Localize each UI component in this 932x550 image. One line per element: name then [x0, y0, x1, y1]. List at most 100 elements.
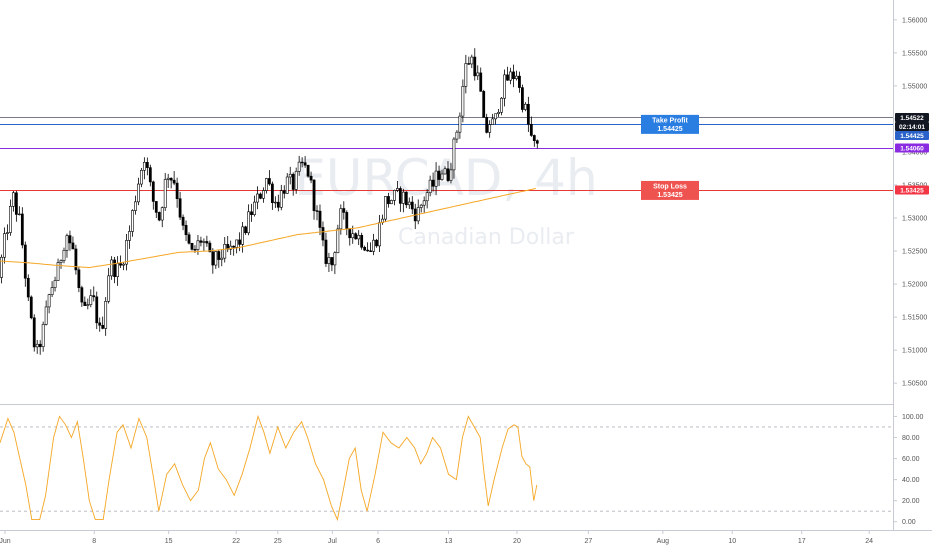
- price-label: 02:14:01: [895, 121, 929, 131]
- candle-body: [270, 183, 274, 204]
- candle-body: [89, 295, 93, 305]
- horizontal-lines: [0, 117, 893, 191]
- candle-body: [235, 239, 239, 248]
- oscillator-tick-label: 80.00: [902, 435, 920, 442]
- candle: [14, 190, 18, 222]
- candle-body: [68, 235, 72, 244]
- candle: [62, 247, 66, 264]
- candle: [134, 195, 137, 215]
- candle: [262, 187, 265, 203]
- candle-body: [77, 269, 81, 288]
- candle-body: [369, 250, 372, 252]
- candle: [324, 232, 328, 267]
- candle: [59, 259, 63, 269]
- candle: [494, 113, 498, 125]
- candle-body: [529, 123, 533, 136]
- candle: [333, 251, 337, 275]
- candle-body: [128, 231, 131, 241]
- candle: [29, 295, 33, 320]
- candle-body: [443, 168, 447, 175]
- candle-body: [464, 63, 468, 87]
- candle-body: [92, 295, 96, 298]
- candle-body: [434, 170, 438, 187]
- candle-body: [95, 296, 99, 324]
- candle-body: [137, 183, 140, 203]
- candle: [384, 196, 387, 222]
- candle: [312, 179, 316, 220]
- candle-body: [398, 188, 402, 204]
- candle: [273, 196, 277, 208]
- candle-body: [512, 71, 515, 80]
- candle: [211, 248, 215, 274]
- candle: [50, 281, 54, 298]
- candle: [205, 235, 209, 247]
- candle: [74, 244, 78, 275]
- candle-body: [202, 241, 206, 243]
- price-tick-label: 1.52000: [902, 282, 927, 289]
- candle-body: [375, 239, 378, 247]
- candle-body: [265, 178, 268, 191]
- candle-body: [145, 162, 149, 168]
- candle-body: [393, 190, 396, 201]
- candle: [532, 134, 536, 147]
- price-label-box: [895, 185, 929, 195]
- time-tick-label: 8: [92, 538, 96, 545]
- candle-body: [297, 161, 301, 172]
- candle: [77, 267, 81, 293]
- time-axis[interactable]: Jun 8 15 22 25 Jul 6 13 20 27 Aug 10 17 24: [0, 530, 873, 545]
- candle: [282, 185, 286, 199]
- candle: [476, 65, 480, 81]
- candle: [446, 161, 450, 183]
- candle-body: [428, 179, 432, 194]
- candle: [470, 54, 474, 69]
- candle-body: [285, 176, 289, 194]
- candle-body: [354, 233, 358, 240]
- candle-body: [279, 190, 283, 208]
- candle-body: [330, 257, 334, 266]
- candle-body: [491, 118, 495, 125]
- price-tick-label: 1.51000: [902, 348, 927, 355]
- candle-body: [122, 263, 125, 266]
- candle: [404, 191, 408, 209]
- candle: [431, 172, 435, 192]
- candle: [32, 314, 36, 352]
- candle-body: [59, 260, 63, 263]
- candle-body: [521, 87, 524, 110]
- candle-body: [348, 228, 352, 239]
- candle: [53, 276, 57, 292]
- price-label: 1.54425: [895, 130, 929, 140]
- candle-body: [65, 235, 69, 251]
- candle: [107, 267, 111, 304]
- stop-loss-label[interactable]: Stop Loss 1.53425: [641, 180, 699, 200]
- candle: [443, 166, 447, 175]
- candle-body: [449, 169, 453, 181]
- candle-body: [26, 277, 30, 298]
- take-profit-label[interactable]: Take Profit 1.54425: [641, 114, 699, 134]
- candle-body: [488, 124, 492, 133]
- candle-body: [166, 177, 170, 180]
- price-label-text: 1.53425: [900, 187, 924, 194]
- candle: [250, 203, 253, 222]
- candle: [401, 188, 405, 213]
- candle: [407, 197, 411, 209]
- candle-body: [232, 245, 236, 248]
- candle-body: [395, 188, 399, 191]
- candle-body: [288, 173, 292, 178]
- position-annotations[interactable]: Take Profit 1.54425 Stop Loss 1.53425: [641, 114, 699, 200]
- candle: [521, 84, 524, 113]
- candle: [467, 56, 471, 65]
- candle-body: [446, 168, 450, 181]
- candle-body: [291, 173, 295, 190]
- candle-body: [169, 177, 173, 181]
- candle-body: [116, 263, 119, 277]
- candle-body: [351, 233, 355, 239]
- candle-body: [479, 72, 483, 92]
- candle: [101, 316, 105, 330]
- candle-body: [172, 179, 176, 184]
- candle-body: [253, 201, 256, 215]
- candle: [509, 67, 512, 85]
- price-axis[interactable]: 1.560001.555001.550001.545001.540001.535…: [893, 17, 927, 388]
- ma-line: [0, 188, 536, 269]
- oscillator-axis: 100.00 80.00 60.00 40.00 20.00 0.00: [893, 414, 924, 526]
